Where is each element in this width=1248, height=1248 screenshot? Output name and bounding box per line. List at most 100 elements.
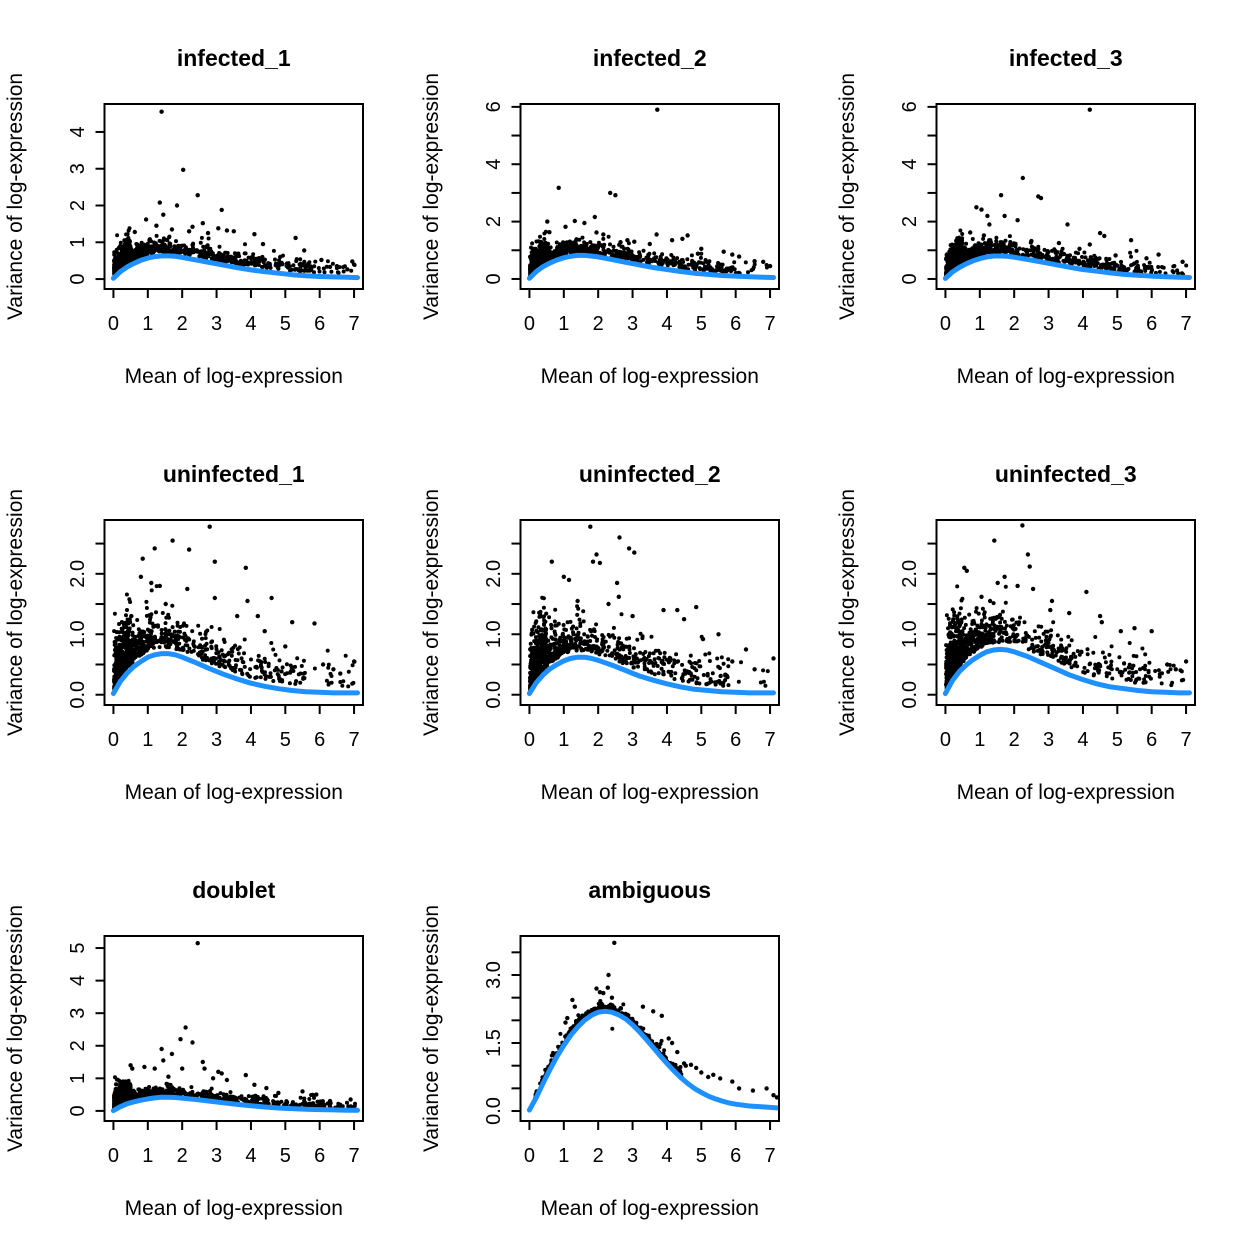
x-tick-label: 3 [211, 729, 222, 751]
x-tick-label: 7 [765, 313, 776, 335]
x-tick-label: 5 [696, 729, 707, 751]
plot-title: uninfected_1 [163, 461, 305, 487]
x-tick-label: 7 [349, 729, 360, 751]
x-tick-label: 6 [730, 1145, 741, 1167]
plot-cell-1: 0 1 2 3 4 5 6 7 0 2 4 6 infected_2 Mean of log-expres… [416, 0, 832, 416]
plot-cell-0: 0 1 2 3 4 5 6 7 0 1 2 3 4 infected_1 Mean of log-expre… [0, 0, 416, 416]
plot-title: uninfected_2 [579, 461, 721, 487]
x-tick-label: 2 [177, 729, 188, 751]
x-tick-label: 1 [142, 729, 153, 751]
outlier-points [962, 523, 1189, 672]
x-axis-label: Mean of log-expression [541, 1197, 759, 1220]
y-tick-label: 2 [483, 216, 505, 227]
outlier-points [132, 109, 355, 270]
y-tick-label: 0 [483, 273, 505, 284]
trend-curve [942, 253, 1192, 281]
y-tick-label: 0 [67, 1105, 89, 1116]
y-tick-label: 3 [67, 163, 89, 174]
y-tick-label: 2 [67, 200, 89, 211]
x-tick-label: 2 [593, 1145, 604, 1167]
x-tick-label: 1 [142, 1145, 153, 1167]
y-tick-label: 2 [67, 1040, 89, 1051]
y-axis-label: Variance of log-expression [836, 73, 859, 320]
x-tick-label: 2 [1009, 729, 1020, 751]
x-tick-label: 3 [211, 313, 222, 335]
y-tick-label: 2.0 [899, 560, 921, 588]
x-tick-label: 2 [177, 313, 188, 335]
x-tick-label: 2 [593, 313, 604, 335]
plot-uninfected-2: 0 1 2 3 4 5 6 7 0.0 1.0 2.0 uninfected_2 Mean of log… [420, 461, 780, 804]
x-tick-label: 5 [1112, 313, 1123, 335]
x-tick-label: 5 [1112, 729, 1123, 751]
x-tick-label: 5 [280, 313, 291, 335]
x-axis-label: Mean of log-expression [541, 781, 759, 804]
y-tick-label: 0 [67, 274, 89, 285]
x-tick-label: 7 [1181, 313, 1192, 335]
x-tick-label: 3 [1043, 313, 1054, 335]
x-tick-label: 6 [1146, 313, 1157, 335]
tick-labels: 0 1 2 3 4 5 6 7 0 1 2 3 4 5 [67, 942, 360, 1167]
plot-title: infected_2 [593, 45, 707, 71]
trend-curve [942, 646, 1192, 696]
plot-cell-7: 0 1 2 3 4 5 6 7 0.0 1.5 3.0 ambiguous Mean of log-ex… [416, 832, 832, 1248]
x-tick-label: 0 [108, 313, 119, 335]
x-tick-label: 4 [661, 729, 672, 751]
plot-box [935, 519, 1196, 706]
x-tick-label: 4 [245, 313, 256, 335]
x-tick-label: 3 [627, 1145, 638, 1167]
scatter-points [528, 229, 769, 279]
plot-cell-5: 0 1 2 3 4 5 6 7 0.0 1.0 2.0 uninfected_3 Mean of log… [832, 416, 1248, 832]
y-axis-label: Variance of log-expression [836, 489, 859, 736]
scatter-points [528, 595, 770, 693]
y-tick-label: 1 [67, 1073, 89, 1084]
axis-ticks [927, 542, 1188, 714]
y-tick-label: 1.5 [483, 1029, 505, 1057]
x-tick-label: 5 [696, 313, 707, 335]
plot-title: uninfected_3 [995, 461, 1137, 487]
x-tick-label: 3 [1043, 729, 1054, 751]
x-tick-label: 7 [765, 729, 776, 751]
y-tick-label: 4 [67, 975, 89, 986]
plot-cell-4: 0 1 2 3 4 5 6 7 0.0 1.0 2.0 uninfected_2 Mean of log… [416, 416, 832, 832]
plot-box [519, 103, 780, 290]
outlier-points [563, 940, 780, 1100]
x-tick-label: 5 [696, 1145, 707, 1167]
x-tick-label: 1 [974, 729, 985, 751]
x-tick-label: 0 [940, 313, 951, 335]
y-tick-label: 6 [483, 101, 505, 112]
y-tick-label: 0.0 [67, 681, 89, 709]
y-axis-label: Variance of log-expression [4, 489, 27, 736]
y-tick-label: 6 [899, 101, 921, 112]
y-axis-label: Variance of log-expression [420, 489, 443, 736]
tick-labels: 0 1 2 3 4 5 6 7 0 1 2 3 4 [67, 126, 360, 335]
axis-ticks [927, 105, 1188, 298]
trend-curve [110, 253, 360, 281]
x-tick-label: 7 [1181, 729, 1192, 751]
y-tick-label: 5 [67, 942, 89, 953]
x-tick-label: 4 [661, 313, 672, 335]
plot-cell-2: 0 1 2 3 4 5 6 7 0 2 4 6 infected_3 Mean of log-expres… [832, 0, 1248, 416]
x-tick-label: 1 [974, 313, 985, 335]
tick-labels: 0 1 2 3 4 5 6 7 0.0 1.5 3.0 [483, 961, 776, 1167]
plot-doublet: 0 1 2 3 4 5 6 7 0 1 2 3 4 5 doublet Mean of log-express… [4, 877, 364, 1220]
y-tick-label: 1 [67, 237, 89, 248]
plot-ambiguous: 0 1 2 3 4 5 6 7 0.0 1.5 3.0 ambiguous Mean of log-ex… [420, 877, 780, 1220]
x-axis-label: Mean of log-expression [957, 365, 1175, 388]
x-tick-label: 4 [1077, 729, 1088, 751]
outlier-points [545, 107, 773, 269]
x-tick-label: 4 [245, 729, 256, 751]
x-tick-label: 5 [280, 1145, 291, 1167]
y-tick-label: 1.0 [67, 620, 89, 648]
plot-box [519, 935, 780, 1122]
x-tick-label: 3 [627, 313, 638, 335]
axis-ticks [511, 951, 772, 1130]
plot-box [519, 519, 780, 706]
axis-ticks [95, 130, 356, 298]
x-tick-label: 0 [108, 1145, 119, 1167]
y-tick-label: 1.0 [483, 620, 505, 648]
plot-uninfected-3: 0 1 2 3 4 5 6 7 0.0 1.0 2.0 uninfected_3 Mean of log… [836, 461, 1196, 804]
x-tick-label: 4 [245, 1145, 256, 1167]
y-tick-label: 4 [899, 159, 921, 170]
